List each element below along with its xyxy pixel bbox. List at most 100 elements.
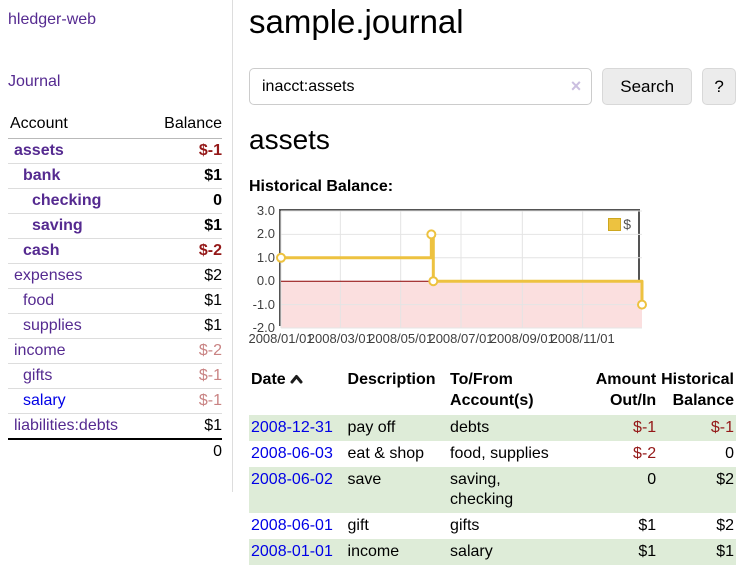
y-axis-tick-label: -1.0: [252, 296, 275, 312]
account-balance: $-2: [148, 338, 222, 364]
x-axis-tick-label: 2008/01/01: [248, 331, 314, 346]
register-row: 2008-12-31 pay off debts $-1 $-1: [249, 415, 736, 441]
register-col-description: Description: [347, 371, 436, 388]
register-col-date[interactable]: Date: [249, 365, 348, 415]
account-link[interactable]: food: [23, 292, 55, 309]
register-row: 2008-06-02 save saving, checking 0 $2: [249, 467, 736, 513]
transaction-balance: $2: [716, 471, 734, 488]
account-link[interactable]: income: [14, 342, 66, 359]
transaction-balance: $2: [716, 517, 734, 534]
account-link[interactable]: salary: [23, 392, 66, 409]
transaction-balance: $1: [716, 543, 734, 560]
account-row: supplies $1: [8, 313, 222, 339]
transaction-description: pay off: [347, 419, 396, 436]
transaction-date-link[interactable]: 2008-06-01: [251, 517, 333, 534]
account-link[interactable]: assets: [14, 142, 64, 159]
register-row: 2008-06-03 eat & shop food, supplies $-2 0: [249, 441, 736, 467]
register-row: 2008-06-01 gift gifts $1 $2: [249, 513, 736, 539]
account-row: bank $1: [8, 163, 222, 189]
x-axis-tick-label: 2008/09/01: [489, 331, 555, 346]
transaction-balance: $-1: [710, 419, 734, 436]
transaction-date-link[interactable]: 2008-06-02: [251, 471, 333, 488]
transaction-date-link[interactable]: 2008-01-01: [251, 543, 333, 560]
transaction-accounts: food, supplies: [450, 445, 549, 462]
register-col-accounts: To/From Account(s): [450, 371, 534, 409]
y-axis-tick-label: 0.0: [256, 273, 275, 289]
account-link[interactable]: cash: [23, 242, 60, 259]
transaction-accounts: saving, checking: [450, 471, 514, 508]
transaction-amount: $1: [638, 517, 657, 534]
search-button[interactable]: Search: [602, 68, 693, 105]
x-axis-tick-label: 2008/05/01: [368, 331, 434, 346]
sidebar-nav: Journal: [8, 72, 222, 92]
transaction-accounts: salary: [450, 543, 493, 560]
account-balance: $-1: [148, 388, 222, 414]
brand-link[interactable]: hledger-web: [8, 11, 97, 28]
account-row: cash $-2: [8, 238, 222, 264]
account-link[interactable]: checking: [32, 192, 102, 209]
account-row: liabilities:debts $1: [8, 413, 222, 440]
transaction-amount: 0: [647, 471, 657, 488]
register-col-amount: Amount Out/In: [595, 371, 657, 409]
account-balance: 0: [148, 188, 222, 214]
search-box: ×: [249, 68, 593, 105]
accounts-total-value: 0: [148, 438, 222, 464]
legend-label: $: [623, 216, 631, 232]
register-header-row: Date Description To/From Account(s) Amou…: [249, 365, 736, 415]
y-axis-tick-label: 3.0: [256, 203, 275, 218]
accounts-header-row: Account Balance: [8, 112, 222, 139]
transaction-description: eat & shop: [347, 445, 425, 462]
accounts-table: Account Balance assets $-1 bank $1 checking 0…: [8, 112, 222, 464]
brand: hledger-web: [8, 10, 222, 30]
y-axis-tick-label: 1.0: [256, 249, 275, 265]
register-table: Date Description To/From Account(s) Amou…: [249, 365, 736, 565]
help-button[interactable]: ?: [702, 68, 736, 105]
transaction-date-link[interactable]: 2008-06-03: [251, 445, 333, 462]
transaction-description: gift: [347, 517, 369, 534]
transaction-balance: 0: [725, 445, 734, 462]
page-title: sample.journal: [249, 3, 464, 40]
register-body: 2008-12-31 pay off debts $-1 $-1 2008-06-03 ea…: [249, 415, 736, 565]
clear-search-icon[interactable]: ×: [570, 76, 582, 96]
chart-canvas: [276, 210, 647, 329]
account-row: saving $1: [8, 213, 222, 239]
account-link[interactable]: gifts: [23, 367, 53, 384]
account-link[interactable]: supplies: [23, 317, 82, 334]
account-link[interactable]: bank: [23, 167, 61, 184]
accounts-col-balance: Balance: [148, 112, 222, 139]
account-balance: $1: [148, 288, 222, 314]
main-content: sample.journal × Search ? assets Histori…: [233, 0, 742, 565]
account-row: checking 0: [8, 188, 222, 214]
transaction-amount: $-2: [633, 445, 657, 462]
account-balance: $-1: [148, 138, 222, 164]
transaction-date-link[interactable]: 2008-12-31: [251, 419, 333, 436]
account-row: food $1: [8, 288, 222, 314]
sidebar: hledger-web Journal Account Balance asse…: [0, 0, 233, 492]
chart-title: Historical Balance:: [249, 178, 394, 195]
account-link[interactable]: liabilities:debts: [14, 417, 119, 434]
chart-plot: $: [276, 209, 647, 329]
account-row: income $-2: [8, 338, 222, 364]
account-balance: $1: [148, 213, 222, 239]
app-layout: hledger-web Journal Account Balance asse…: [0, 0, 742, 565]
account-balance: $1: [148, 313, 222, 339]
search-input[interactable]: [249, 68, 593, 105]
nav-journal-link[interactable]: Journal: [8, 73, 61, 90]
register-col-balance: Historical Balance: [661, 371, 734, 409]
account-row: assets $-1: [8, 138, 222, 164]
account-balance: $1: [148, 413, 222, 440]
x-axis-tick-label: 2008/03/01: [307, 331, 373, 346]
account-balance: $-1: [148, 363, 222, 389]
account-row: expenses $2: [8, 263, 222, 289]
x-axis-tick-label: 2008/07/01: [428, 331, 494, 346]
account-link[interactable]: saving: [32, 217, 83, 234]
account-row: salary $-1: [8, 388, 222, 414]
chart-legend: $: [606, 216, 633, 233]
account-balance: $1: [148, 163, 222, 189]
account-link[interactable]: expenses: [14, 267, 83, 284]
account-heading: assets: [249, 124, 330, 155]
transaction-amount: $1: [638, 543, 657, 560]
account-balance: $-2: [148, 238, 222, 264]
accounts-body: assets $-1 bank $1 checking 0 saving $1 cash $-2 e…: [8, 138, 222, 440]
balance-chart: $ 3.0 2.0 1.0 0.0 -1.0 -2.0 2008/01/01 2008/03/…: [248, 203, 736, 351]
